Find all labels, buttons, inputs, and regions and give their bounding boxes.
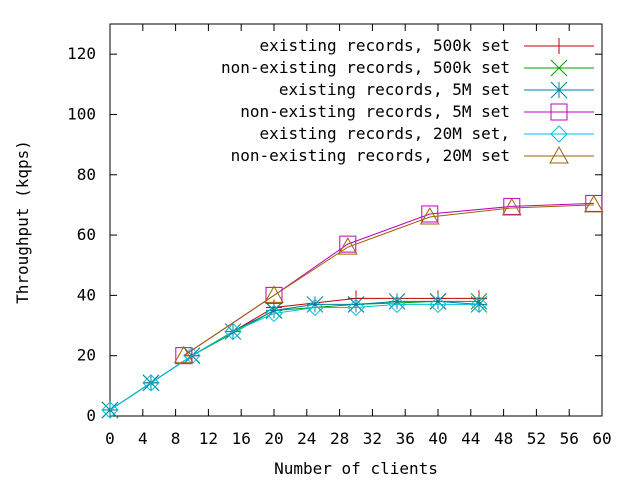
x-tick-label: 32 bbox=[363, 429, 382, 448]
series-line bbox=[109, 300, 479, 411]
series-line bbox=[183, 202, 594, 357]
data-point bbox=[550, 81, 568, 99]
data-point bbox=[550, 59, 568, 77]
legend-label: non-existing records, 500k set bbox=[221, 58, 510, 77]
data-point bbox=[101, 401, 119, 419]
legend: existing records, 500k set non-existing r… bbox=[221, 36, 594, 165]
legend-label: non-existing records, 20M set bbox=[231, 146, 510, 165]
series-3 bbox=[101, 293, 488, 419]
x-axis-label: Number of clients bbox=[274, 459, 438, 478]
legend-entry-3: existing records, 5M set bbox=[279, 80, 594, 99]
y-tick-label: 40 bbox=[77, 285, 96, 304]
legend-entry-6: non-existing records, 20M set bbox=[231, 145, 594, 165]
data-point bbox=[224, 322, 242, 341]
x-tick-label: 56 bbox=[560, 429, 579, 448]
data-point bbox=[347, 298, 365, 317]
x-tick-label: 20 bbox=[264, 429, 283, 448]
data-point bbox=[265, 304, 283, 323]
axis-ticks: 0 4 8 12 16 20 24 28 32 36 40 44 48 52 56 6002040608010… bbox=[67, 24, 612, 448]
plot-border bbox=[109, 23, 603, 417]
series-6 bbox=[173, 194, 604, 364]
data-point bbox=[501, 197, 522, 216]
legend-entry-4: non-existing records, 5M set bbox=[240, 102, 594, 121]
y-tick-label: 100 bbox=[67, 104, 96, 123]
series-line bbox=[109, 300, 480, 411]
legend-entry-1: existing records, 500k set bbox=[260, 36, 594, 55]
series-line bbox=[109, 303, 479, 411]
x-tick-label: 24 bbox=[297, 429, 316, 448]
x-tick-label: 44 bbox=[461, 429, 480, 448]
y-tick-label: 60 bbox=[77, 225, 96, 244]
series-line bbox=[183, 204, 594, 357]
series-line bbox=[109, 297, 479, 411]
y-tick-label: 0 bbox=[86, 406, 96, 425]
x-tick-label: 48 bbox=[494, 429, 513, 448]
x-tick-label: 36 bbox=[396, 429, 415, 448]
series-1 bbox=[102, 290, 487, 418]
legend-label: non-existing records, 5M set bbox=[240, 102, 510, 121]
data-point bbox=[549, 145, 569, 164]
data-point bbox=[583, 194, 604, 213]
data-point bbox=[550, 103, 568, 121]
data-point bbox=[421, 205, 439, 223]
data-point bbox=[183, 346, 201, 365]
series-lines bbox=[101, 194, 604, 419]
data-point bbox=[388, 295, 406, 314]
legend-label: existing records, 500k set bbox=[260, 36, 510, 55]
data-point bbox=[550, 125, 568, 143]
legend-label: existing records, 20M set, bbox=[260, 124, 510, 143]
data-point bbox=[173, 345, 194, 364]
plot-frame bbox=[109, 23, 603, 417]
x-tick-label: 4 bbox=[138, 429, 148, 448]
data-point bbox=[142, 374, 160, 392]
x-tick-label: 12 bbox=[199, 429, 218, 448]
x-tick-label: 16 bbox=[232, 429, 251, 448]
legend-label: existing records, 5M set bbox=[279, 80, 510, 99]
series-5 bbox=[101, 295, 488, 419]
data-point bbox=[470, 295, 488, 314]
x-tick-label: 28 bbox=[330, 429, 349, 448]
x-tick-label: 40 bbox=[428, 429, 447, 448]
data-point bbox=[306, 298, 324, 317]
y-tick-label: 20 bbox=[77, 346, 96, 365]
x-tick-label: 60 bbox=[592, 429, 611, 448]
y-tick-label: 80 bbox=[77, 165, 96, 184]
x-tick-label: 8 bbox=[171, 429, 181, 448]
y-axis-label: Throughput (kqps) bbox=[13, 140, 32, 304]
data-point bbox=[264, 285, 284, 303]
x-tick-label: 52 bbox=[527, 429, 546, 448]
y-tick-label: 120 bbox=[67, 44, 96, 63]
series-2 bbox=[101, 293, 488, 419]
legend-entry-5: existing records, 20M set, bbox=[260, 124, 594, 143]
data-point bbox=[551, 38, 567, 54]
x-tick-label: 0 bbox=[105, 429, 115, 448]
data-point bbox=[419, 206, 440, 225]
legend-entry-2: non-existing records, 500k set bbox=[221, 58, 594, 77]
data-point bbox=[337, 237, 358, 255]
data-point bbox=[429, 295, 447, 314]
